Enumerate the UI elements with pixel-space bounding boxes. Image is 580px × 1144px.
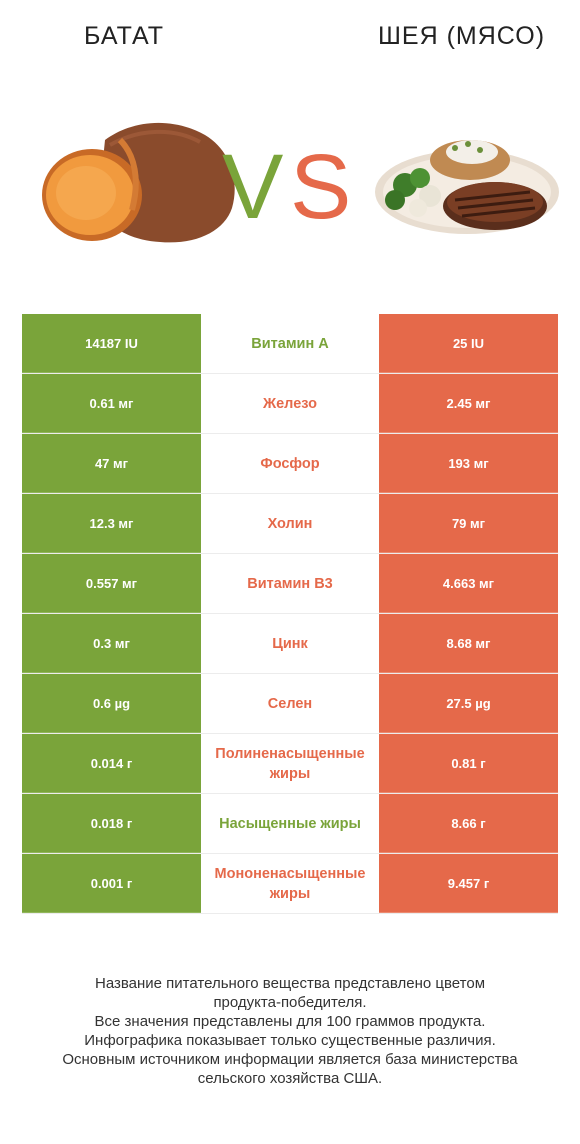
footer-line: Основным источником информации является … [62,1051,518,1068]
right-value-cell: 25 IU [379,314,558,373]
table-row: 0.001 г Мононенасыщенные жиры 9.457 г [22,854,558,914]
left-value-cell: 0.018 г [22,794,201,853]
table-row: 0.61 мг Железо 2.45 мг [22,374,558,434]
table-row: 0.014 г Полиненасыщенные жиры 0.81 г [22,734,558,794]
table-row: 12.3 мг Холин 79 мг [22,494,558,554]
right-value-cell: 8.68 мг [379,614,558,673]
right-value-cell: 79 мг [379,494,558,553]
footer-line: Инфографика показывает только существенн… [84,1032,496,1049]
left-value-cell: 0.014 г [22,734,201,793]
nutrient-name-cell: Полиненасыщенные жиры [215,745,365,782]
right-value-cell: 4.663 мг [379,554,558,613]
hero-illustration: V S [42,122,559,243]
footer-line: Все значения представлены для 100 граммо… [94,1013,486,1030]
right-value-cell: 0.81 г [379,734,558,793]
table-row: 14187 IU Витамин A 25 IU [22,314,558,374]
nutrient-name-cell: Насыщенные жиры [219,815,361,832]
neck-meat-plate-image [375,140,559,234]
left-value-cell: 47 мг [22,434,201,493]
vs-letter-s: S [290,136,351,238]
table-row: 0.557 мг Витамин B3 4.663 мг [22,554,558,614]
nutrient-name-cell: Холин [267,515,313,532]
sweet-potato-image [42,122,235,243]
footer-note: Название питательного вещества представл… [20,974,560,1088]
table-row: 0.018 г Насыщенные жиры 8.66 г [22,794,558,854]
left-product-title: БАТАТ [84,22,165,50]
footer-line: продукта-победителя. [213,994,367,1011]
vs-letter-v: V [222,136,283,238]
table-row: 47 мг Фосфор 193 мг [22,434,558,494]
left-value-cell: 0.3 мг [22,614,201,673]
table-row: 0.6 µg Селен 27.5 µg [22,674,558,734]
comparison-table: 14187 IU Витамин A 25 IU 0.61 мг Железо 2.45 … [22,314,558,914]
left-value-cell: 0.001 г [22,854,201,913]
nutrient-name-cell: Фосфор [260,455,320,472]
nutrient-name-cell: Селен [267,695,313,712]
right-value-cell: 2.45 мг [379,374,558,433]
right-value-cell: 193 мг [379,434,558,493]
footer-line: Название питательного вещества представл… [94,975,486,992]
left-value-cell: 0.61 мг [22,374,201,433]
right-value-cell: 27.5 µg [379,674,558,733]
table-row: 0.3 мг Цинк 8.68 мг [22,614,558,674]
left-value-cell: 0.6 µg [22,674,201,733]
left-value-cell: 12.3 мг [22,494,201,553]
left-value-cell: 14187 IU [22,314,201,373]
right-value-cell: 9.457 г [379,854,558,913]
nutrient-name-cell: Железо [263,395,317,412]
nutrient-name-cell: Цинк [272,635,308,652]
left-value-cell: 0.557 мг [22,554,201,613]
nutrient-name-cell: Витамин A [251,335,329,352]
right-product-title: ШЕЯ (МЯСО) [378,22,546,50]
nutrient-name-cell: Мононенасыщенные жиры [214,865,366,902]
nutrient-name-cell: Витамин B3 [247,575,333,592]
right-value-cell: 8.66 г [379,794,558,853]
footer-line: сельского хозяйства США. [197,1070,383,1087]
